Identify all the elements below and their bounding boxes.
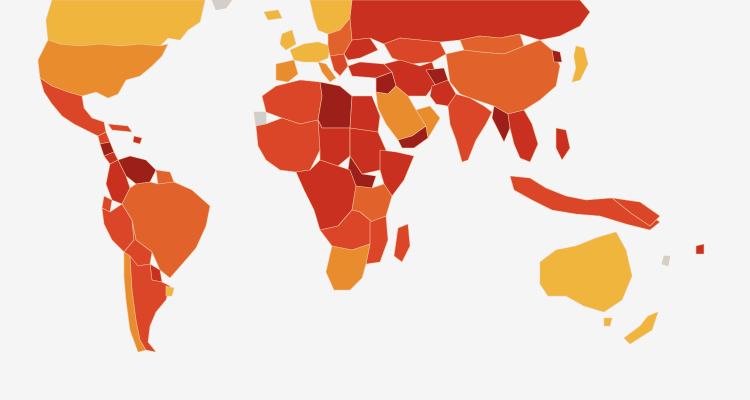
country-haiti[interactable] <box>132 135 143 145</box>
country-western-europe[interactable] <box>289 41 331 63</box>
country-iberia[interactable] <box>275 59 299 83</box>
country-southeast-asia[interactable] <box>507 109 539 163</box>
country-oman-uae[interactable] <box>415 105 441 139</box>
country-russia[interactable] <box>349 0 591 45</box>
country-new-caledonia[interactable] <box>661 255 671 267</box>
country-philippines[interactable] <box>555 127 571 161</box>
country-venezuela[interactable] <box>117 155 157 185</box>
country-western-sahara[interactable] <box>253 111 267 127</box>
country-north-korea[interactable] <box>551 49 563 63</box>
country-italy[interactable] <box>317 61 337 83</box>
country-chad-niger[interactable] <box>317 119 351 167</box>
country-southern-africa[interactable] <box>325 243 371 291</box>
country-uk-ireland[interactable] <box>279 29 297 51</box>
country-papua-new-guinea[interactable] <box>611 197 661 227</box>
country-tasmania[interactable] <box>603 317 613 327</box>
country-new-zealand[interactable] <box>623 311 659 345</box>
country-japan[interactable] <box>571 45 589 83</box>
country-cuba[interactable] <box>107 123 133 133</box>
country-egypt[interactable] <box>349 95 381 133</box>
country-argentina[interactable] <box>129 255 171 353</box>
country-ethiopia-somalia[interactable] <box>379 149 415 197</box>
country-india[interactable] <box>447 93 493 163</box>
country-balkans[interactable] <box>329 53 349 77</box>
country-greenland[interactable] <box>211 0 233 11</box>
country-uruguay[interactable] <box>165 285 175 297</box>
country-indonesia[interactable] <box>509 175 661 231</box>
country-australia[interactable] <box>539 231 633 313</box>
country-madagascar[interactable] <box>393 223 411 263</box>
country-fiji[interactable] <box>695 243 705 255</box>
country-china[interactable] <box>445 39 561 115</box>
country-iceland[interactable] <box>263 9 283 21</box>
